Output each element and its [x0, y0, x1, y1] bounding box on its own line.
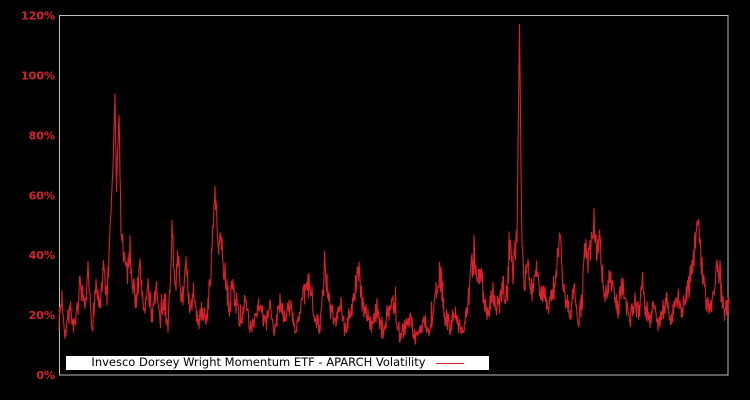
y-axis-tick-label: 60%	[29, 189, 55, 202]
series-line	[58, 23, 730, 345]
y-axis-tick-label: 80%	[29, 129, 55, 142]
legend: Invesco Dorsey Wright Momentum ETF - APA…	[66, 356, 489, 370]
y-axis-tick-label: 20%	[29, 309, 55, 322]
y-axis-tick-label: 120%	[21, 10, 55, 23]
y-axis: 0% 20% 40% 60% 80% 100% 120%	[21, 10, 55, 383]
y-axis-tick-label: 40%	[29, 249, 55, 262]
legend-label: Invesco Dorsey Wright Momentum ETF - APA…	[91, 355, 426, 370]
legend-line-sample	[435, 362, 464, 364]
plot-border	[59, 15, 729, 376]
y-axis-tick-label: 100%	[21, 69, 55, 82]
y-axis-tick-label: 0%	[36, 369, 55, 382]
